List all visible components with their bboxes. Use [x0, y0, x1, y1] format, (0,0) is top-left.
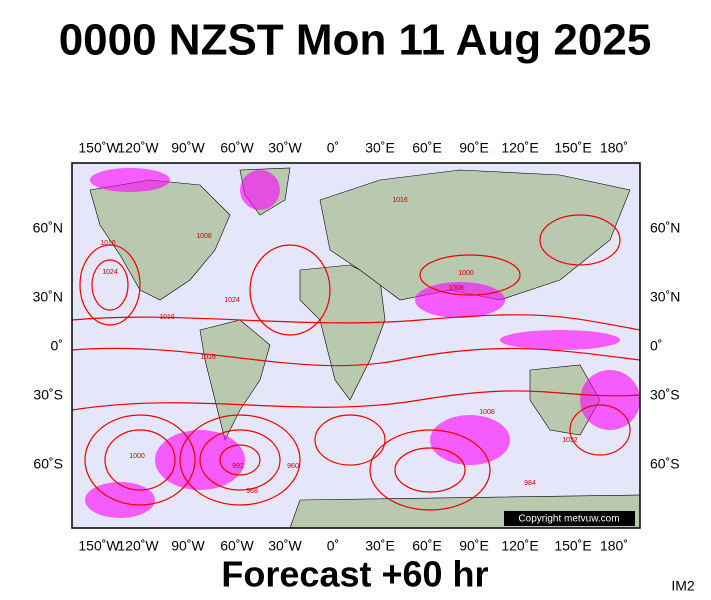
- lat-label-left: 60˚S: [33, 456, 63, 472]
- lon-label-bottom: 90˚W: [171, 538, 205, 554]
- isobar-label: 1024: [102, 269, 118, 276]
- land: [89, 167, 641, 529]
- isobar-label: 960: [287, 463, 299, 470]
- map-area: Copyright metvuw.com: [71, 162, 641, 529]
- lon-label-bottom: 0˚: [327, 538, 339, 554]
- lon-label-top: 60˚W: [220, 140, 254, 156]
- lon-label-top: 30˚W: [268, 140, 302, 156]
- lon-label-top: 120˚W: [117, 140, 159, 156]
- lon-label-bottom: 120˚E: [501, 538, 538, 554]
- isobar-label: 1000: [129, 453, 145, 460]
- lon-label-top: 180˚: [600, 140, 628, 156]
- isobar-label: 1008: [448, 285, 464, 292]
- isobar-label: 984: [524, 480, 536, 487]
- lon-label-bottom: 60˚E: [412, 538, 442, 554]
- lon-label-bottom: 30˚W: [268, 538, 302, 554]
- lat-label-left: 0˚: [51, 338, 63, 354]
- lon-label-top: 0˚: [327, 140, 339, 156]
- lat-label-left: 60˚N: [33, 220, 63, 236]
- lon-label-bottom: 180˚: [600, 538, 628, 554]
- isobar-label: 1008: [196, 233, 212, 240]
- copyright: Copyright metvuw.com: [518, 514, 619, 525]
- isobar-label: 1016: [159, 314, 175, 321]
- isobar-label: 1024: [224, 297, 240, 304]
- isobar-label: 992: [232, 463, 244, 470]
- lon-label-top: 90˚W: [171, 140, 205, 156]
- map-frame: [71, 162, 641, 529]
- lon-label-top: 30˚E: [365, 140, 395, 156]
- isobar-label: 1016: [392, 197, 408, 204]
- isobar-label: 968: [246, 488, 258, 495]
- lon-label-top: 150˚E: [554, 140, 591, 156]
- lon-label-bottom: 120˚W: [117, 538, 159, 554]
- lon-label-bottom: 30˚E: [365, 538, 395, 554]
- lon-label-top: 120˚E: [501, 140, 538, 156]
- copyright-box: [504, 511, 635, 526]
- lon-label-bottom: 90˚E: [459, 538, 489, 554]
- lat-label-right: 60˚N: [650, 220, 680, 236]
- isobar-label: 1000: [458, 270, 474, 277]
- isobars: [71, 214, 641, 511]
- lon-label-top: 60˚E: [412, 140, 442, 156]
- lon-label-top: 90˚E: [459, 140, 489, 156]
- lat-label-left: 30˚N: [33, 289, 63, 305]
- isobar-label: 1032: [562, 437, 578, 444]
- lat-label-right: 0˚: [650, 338, 662, 354]
- isobar-label: 1008: [479, 409, 495, 416]
- lon-label-bottom: 60˚W: [220, 538, 254, 554]
- lon-label-bottom: 150˚W: [78, 538, 120, 554]
- lat-label-left: 30˚S: [33, 387, 63, 403]
- isobar-label: 1016: [100, 240, 116, 247]
- isobar-label: 1016: [200, 354, 216, 361]
- lon-label-bottom: 150˚E: [554, 538, 591, 554]
- lat-label-right: 60˚S: [650, 456, 680, 472]
- precip: [85, 168, 640, 518]
- lon-label-top: 150˚W: [78, 140, 120, 156]
- image-id: IM2: [671, 578, 695, 594]
- lat-label-right: 30˚N: [650, 289, 680, 305]
- title: 0000 NZST Mon 11 Aug 2025: [59, 16, 652, 65]
- lat-label-right: 30˚S: [650, 387, 680, 403]
- forecast-label: Forecast +60 hr: [221, 554, 488, 595]
